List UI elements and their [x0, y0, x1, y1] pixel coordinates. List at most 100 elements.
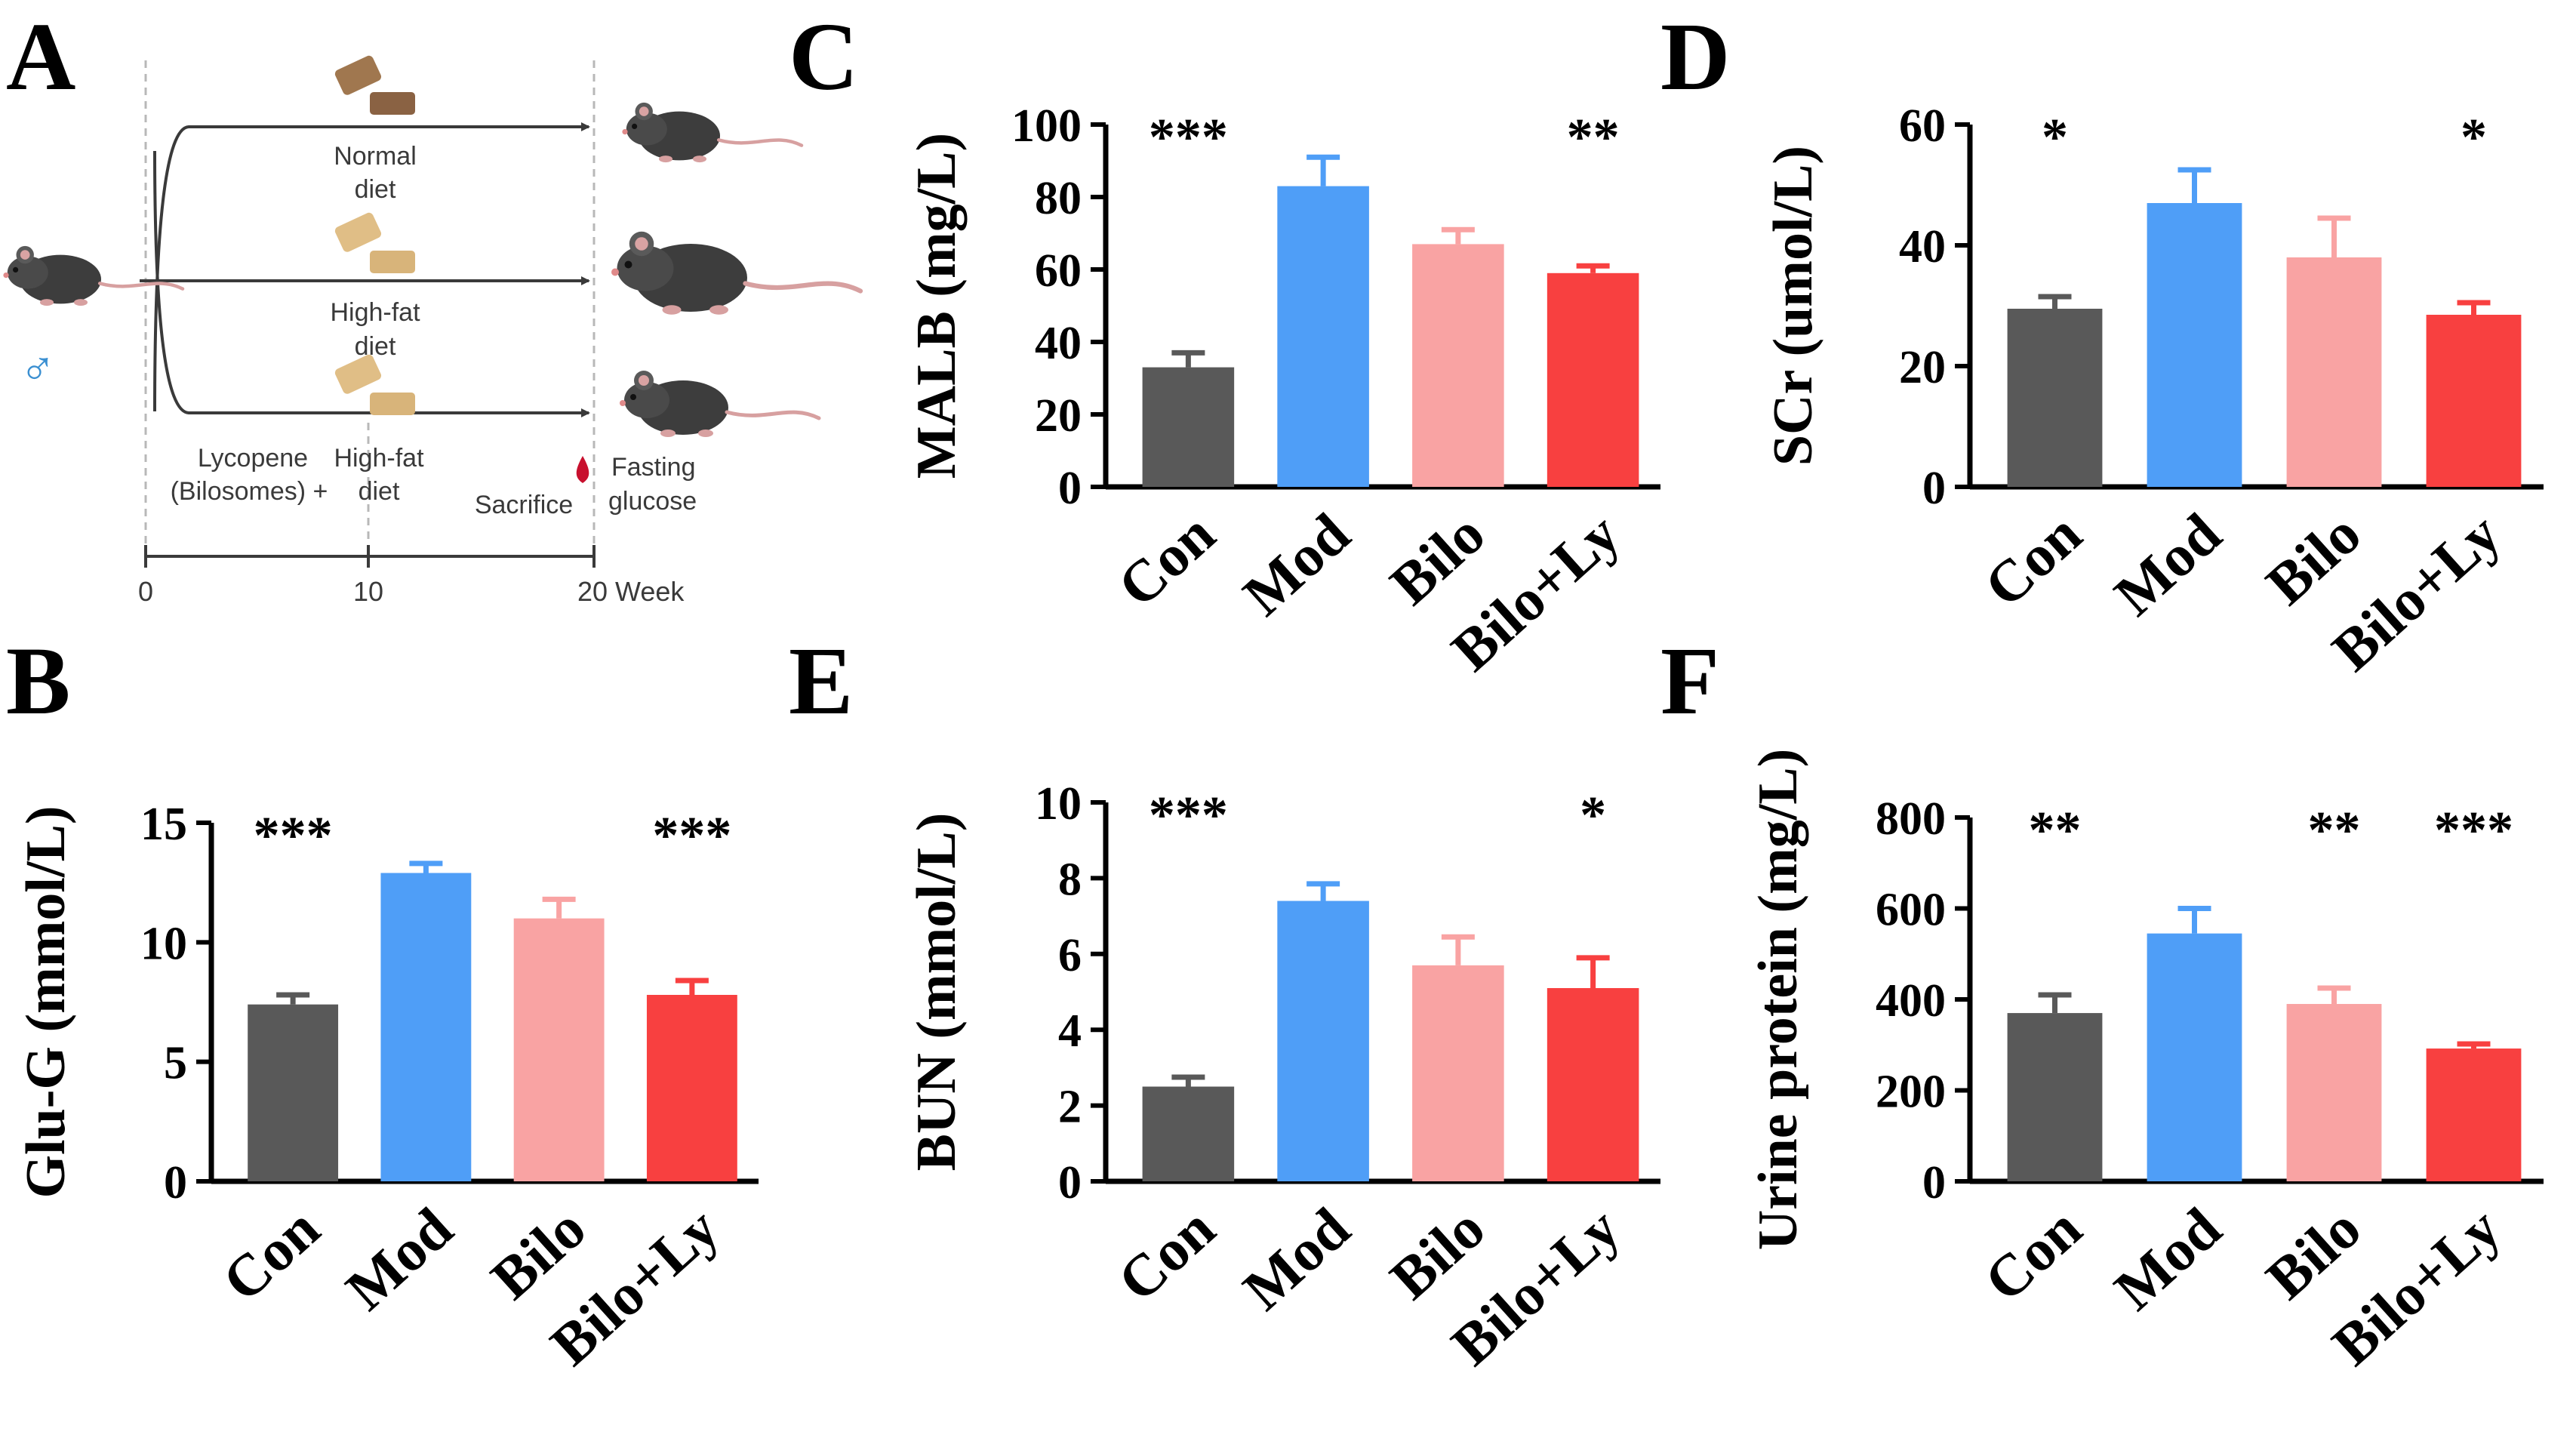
panel-label-c: C [789, 3, 858, 110]
y-tick-label-f: 400 [1876, 975, 1946, 1027]
y-tick-label-c: 0 [1058, 463, 1082, 514]
fasting-label-1: Fasting [611, 453, 696, 482]
y-tick-label-c: 20 [1035, 390, 1082, 442]
bar-d-0 [2007, 309, 2103, 487]
arm-label-normal-2: diet [355, 175, 396, 204]
male-symbol-icon: ♂ [20, 341, 56, 396]
bar-c-2 [1412, 244, 1504, 487]
x-tick-label-f-2: Bilo [2254, 1195, 2373, 1312]
x-tick-label-c-1: Mod [1230, 500, 1362, 628]
sacrifice-label: Sacrifice [475, 491, 573, 519]
treatment-diet-label-2: diet [359, 477, 400, 506]
y-tick-label-f: 800 [1876, 793, 1946, 845]
timeline-axis [144, 545, 596, 568]
y-axis-label-f: Urine protein (mg/L) [1747, 749, 1809, 1251]
arm-label-highfat-1: High-fat [330, 298, 420, 327]
significance-mark-d-3: * [2461, 109, 2487, 167]
y-axis-label-b: Glu-G (mmol/L) [15, 805, 77, 1198]
significance-mark-c-0: *** [1149, 109, 1228, 167]
significance-mark-f-0: ** [2029, 802, 2082, 860]
significance-mark-d-0: * [2042, 109, 2068, 167]
timeline-tick-10: 10 [353, 576, 383, 607]
bar-f-1 [2147, 933, 2242, 1181]
bar-b-0 [248, 1004, 339, 1181]
y-tick-label-c: 40 [1035, 318, 1082, 369]
y-tick-label-f: 0 [1922, 1157, 1946, 1209]
y-axis-label-e: BUN (mmol/L) [906, 813, 968, 1172]
y-tick-label-d: 20 [1899, 342, 1946, 393]
significance-mark-b-3: *** [652, 807, 731, 865]
timeline-tick-20-week: 20 Week [577, 576, 685, 607]
y-tick-label-b: 0 [164, 1157, 187, 1209]
bar-f-3 [2426, 1048, 2522, 1181]
bar-e-1 [1277, 901, 1369, 1181]
x-tick-label-e-1: Mod [1230, 1195, 1362, 1322]
x-tick-label-c-0: Con [1105, 500, 1226, 619]
diet-icon-normal [334, 55, 415, 115]
y-tick-label-e: 2 [1058, 1082, 1082, 1133]
y-tick-label-d: 40 [1899, 221, 1946, 272]
y-tick-label-e: 10 [1035, 778, 1082, 830]
significance-mark-f-2: ** [2308, 802, 2361, 860]
mouse-normal-icon [622, 103, 802, 162]
bar-d-3 [2426, 315, 2522, 487]
arrow-treatment [153, 150, 590, 417]
bar-d-1 [2147, 203, 2242, 487]
y-tick-label-d: 0 [1922, 463, 1946, 514]
panel-label-a: A [6, 3, 75, 110]
y-tick-label-e: 8 [1058, 854, 1082, 905]
treatment-diet-label-1: High-fat [334, 444, 424, 473]
bar-c-3 [1547, 272, 1639, 487]
x-tick-label-b-0: Con [210, 1195, 331, 1313]
treatment-label-2: (Bilosomes) + [171, 477, 328, 506]
panel-a-schematic: A ♂ Normal diet High-fat diet [3, 3, 860, 607]
panel-label-b: B [6, 627, 70, 734]
significance-mark-e-3: * [1580, 787, 1606, 845]
panel-label-f: F [1660, 627, 1719, 734]
y-tick-label-e: 0 [1058, 1157, 1082, 1209]
diet-icon-treatment [334, 354, 415, 415]
y-tick-label-f: 600 [1876, 885, 1946, 936]
y-tick-label-c: 60 [1035, 245, 1082, 297]
arm-label-highfat-2: diet [355, 332, 396, 361]
panel-label-d: D [1660, 3, 1730, 110]
x-tick-label-d-2: Bilo [2254, 500, 2373, 617]
bar-e-3 [1547, 987, 1639, 1181]
y-tick-label-e: 4 [1058, 1005, 1082, 1057]
treatment-label-1: Lycopene [198, 444, 308, 473]
bar-b-3 [646, 995, 737, 1181]
chart-panel-f: 0 200 400 600 800 Urine protein (mg/L) ** Con Mo… [1747, 749, 2544, 1378]
x-tick-label-d-1: Mod [2102, 500, 2233, 628]
significance-mark-c-3: ** [1567, 109, 1620, 167]
mouse-obese-icon [611, 232, 860, 315]
x-tick-label-d-0: Con [1972, 500, 2094, 619]
bar-f-2 [2286, 1004, 2382, 1181]
x-tick-label-f-0: Con [1972, 1195, 2094, 1313]
bar-e-0 [1142, 1086, 1235, 1181]
blood-drop-icon [576, 456, 589, 483]
bar-f-0 [2007, 1013, 2103, 1181]
dashed-guides [144, 60, 596, 559]
panel-label-e: E [789, 627, 853, 734]
arm-label-normal-1: Normal [334, 142, 417, 171]
bar-d-2 [2286, 257, 2382, 487]
bar-c-1 [1277, 186, 1369, 487]
x-tick-label-e-0: Con [1105, 1195, 1226, 1313]
y-tick-label-e: 6 [1058, 930, 1082, 981]
x-tick-label-f-1: Mod [2102, 1195, 2233, 1322]
y-tick-label-b: 15 [140, 799, 187, 850]
significance-mark-f-3: *** [2434, 802, 2513, 860]
bar-c-0 [1142, 367, 1235, 487]
y-tick-label-c: 80 [1035, 173, 1082, 224]
diet-icon-high-fat [334, 212, 415, 273]
fasting-label-2: glucose [608, 487, 697, 516]
y-tick-label-b: 5 [164, 1038, 187, 1089]
arrow-normal-diet [153, 122, 590, 412]
mouse-treated-icon [620, 371, 819, 437]
bar-e-2 [1412, 965, 1504, 1181]
